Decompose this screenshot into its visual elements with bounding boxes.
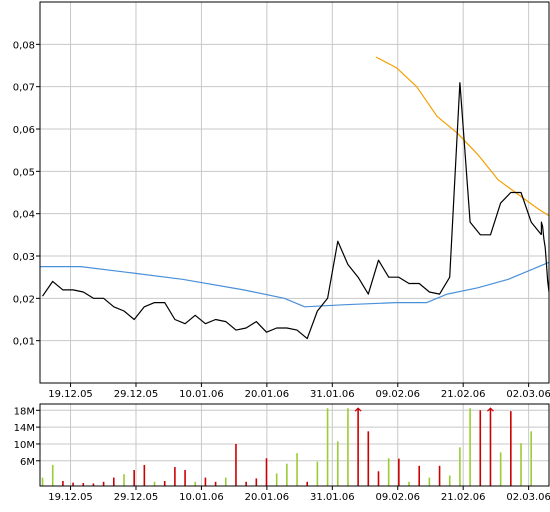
price-chart-panel: 19.12.05 29.12.05 10.01.06 20.01.06 31.01.06… xyxy=(13,1,550,400)
volume-x-tick-label: 10.01.06 xyxy=(179,492,224,503)
volume-x-tick-label: 02.03.06 xyxy=(506,492,550,503)
x-tick-label: 20.01.06 xyxy=(245,389,290,400)
y-tick-label: 0,05 xyxy=(13,167,35,178)
x-tick-label: 09.02.06 xyxy=(375,389,420,400)
x-tick-label: 21.02.06 xyxy=(441,389,486,400)
x-tick-label: 29.12.05 xyxy=(114,389,159,400)
volume-y-tick-label: 6M xyxy=(20,457,35,468)
volume-x-tick-label: 09.02.06 xyxy=(375,492,420,503)
volume-plot-area xyxy=(40,404,549,486)
moving-average-short-line xyxy=(375,56,550,217)
y-tick-label: 0,02 xyxy=(13,294,35,305)
plot-area xyxy=(40,2,549,383)
volume-plot-frame xyxy=(39,403,550,487)
price-line xyxy=(42,82,461,340)
y-tick-label: 0,08 xyxy=(13,40,35,51)
volume-overflow-arrow xyxy=(354,407,362,412)
volume-x-tick-label: 29.12.05 xyxy=(114,492,159,503)
y-tick-label: 0,03 xyxy=(13,252,35,263)
x-tick-label: 02.03.06 xyxy=(506,389,550,400)
volume-x-tick-label: 21.02.06 xyxy=(441,492,486,503)
y-tick-label: 0,01 xyxy=(13,337,35,348)
y-tick-label: 0,04 xyxy=(13,210,35,221)
x-tick-label: 19.12.05 xyxy=(48,389,93,400)
volume-x-tick-label: 31.01.06 xyxy=(310,492,355,503)
x-tick-label: 10.01.06 xyxy=(179,389,224,400)
volume-y-tick-label: 10M xyxy=(14,440,35,451)
y-tick-label: 0,06 xyxy=(13,125,35,136)
x-tick-label: 31.01.06 xyxy=(310,389,355,400)
volume-overflow-arrow xyxy=(487,407,494,412)
volume-x-tick-label: 20.01.06 xyxy=(245,492,290,503)
price-line-tail xyxy=(540,221,550,293)
price-line-segment xyxy=(459,82,542,236)
volume-y-tick-label: 14M xyxy=(14,423,35,434)
volume-y-tick-label: 18M xyxy=(14,406,35,417)
moving-average-long-line xyxy=(40,261,550,308)
volume-chart-panel: 19.12.05 29.12.05 10.01.06 20.01.06 31.01.06… xyxy=(14,403,550,503)
volume-x-tick-label: 19.12.05 xyxy=(48,492,93,503)
plot-frame xyxy=(39,1,550,384)
y-tick-label: 0,07 xyxy=(13,83,35,94)
